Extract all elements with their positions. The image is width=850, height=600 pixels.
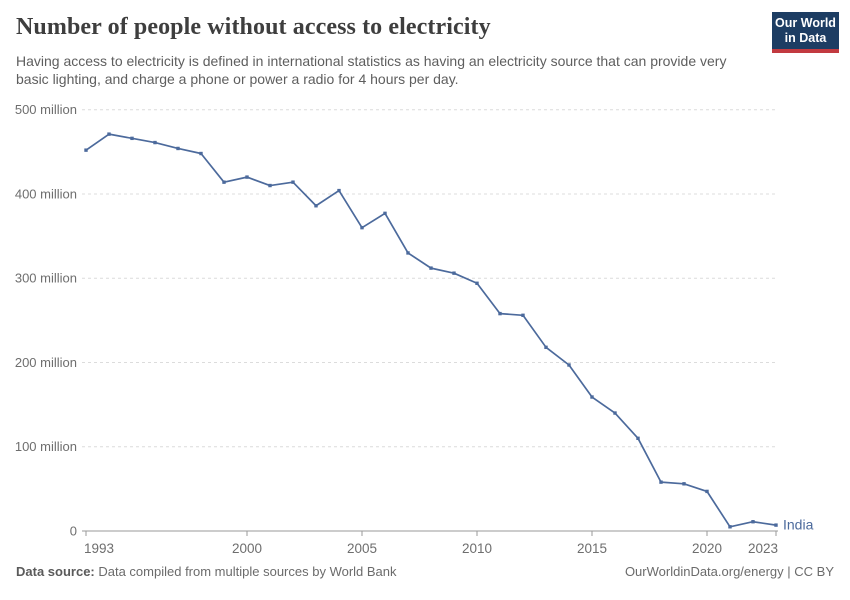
data-point-marker [774, 523, 778, 527]
data-point-marker [544, 345, 548, 350]
data-point-marker [613, 411, 617, 415]
x-axis-tick-label: 2023 [748, 541, 778, 556]
x-axis-tick-label: 2000 [232, 541, 262, 556]
data-point-marker [84, 148, 88, 152]
data-point-marker [222, 180, 226, 184]
owid-logo-line2: in Data [784, 31, 827, 45]
y-axis-tick-label: 200 million [15, 355, 77, 370]
data-point-marker [429, 266, 433, 270]
data-point-marker [337, 188, 341, 193]
data-point-marker [567, 363, 571, 367]
y-axis-tick-label: 0 [70, 524, 77, 539]
data-point-marker [521, 313, 525, 317]
data-point-marker [728, 525, 732, 529]
data-source-text: Data compiled from multiple sources by W… [94, 564, 397, 579]
data-point-marker [314, 204, 318, 208]
license-link[interactable]: OurWorldinData.org/energy | CC BY [624, 564, 834, 579]
page-title: Number of people without access to elect… [16, 14, 491, 40]
data-point-marker [245, 175, 249, 179]
y-axis-tick-label: 400 million [15, 186, 77, 201]
chart-footer: Data source: Data compiled from multiple… [16, 564, 834, 579]
owid-logo-line1: Our World [775, 16, 836, 30]
data-point-marker [291, 180, 295, 184]
data-point-marker [130, 136, 134, 141]
chart-subtitle: Having access to electricity is defined … [16, 53, 727, 87]
data-point-marker [406, 251, 410, 255]
data-point-marker [751, 520, 755, 524]
data-point-marker [176, 146, 180, 151]
data-point-marker [452, 271, 456, 275]
x-axis-tick-label: 2010 [462, 541, 492, 556]
data-point-marker [705, 489, 709, 494]
data-point-marker [475, 281, 479, 285]
x-axis-tick-label: 2020 [692, 541, 722, 556]
data-point-marker [383, 211, 387, 216]
data-point-marker [590, 395, 594, 399]
y-axis-tick-label: 100 million [15, 439, 77, 454]
data-point-marker [153, 140, 157, 145]
owid-logo[interactable]: Our World in Data [772, 12, 839, 53]
series-end-label: India [783, 517, 814, 533]
data-point-marker [107, 132, 111, 136]
data-point-marker [682, 482, 686, 486]
data-point-marker [659, 480, 663, 484]
data-point-marker [360, 225, 364, 230]
x-axis-tick-label: 1993 [84, 541, 114, 556]
india-series-line [85, 133, 777, 528]
y-axis-tick-label: 300 million [15, 271, 77, 286]
data-point-marker [498, 311, 502, 316]
x-axis-tick-label: 2005 [347, 541, 377, 556]
y-axis-tick-label: 500 million [15, 102, 77, 117]
data-point-marker [199, 151, 203, 156]
data-point-marker [636, 436, 640, 441]
data-point-marker [268, 183, 272, 188]
data-source-note: Data source: Data compiled from multiple… [16, 564, 397, 579]
data-source-label: Data source: [16, 564, 95, 579]
x-axis-tick-label: 2015 [577, 541, 607, 556]
